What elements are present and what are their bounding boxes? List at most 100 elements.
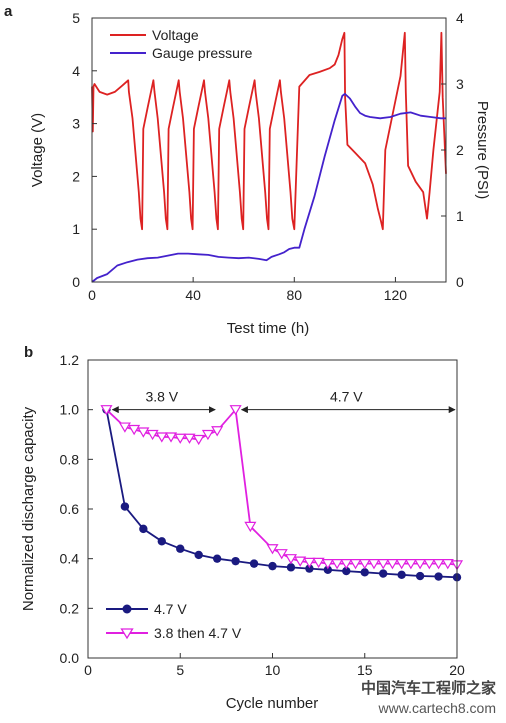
panel-a-y-axis-label: Voltage (V) [29, 113, 46, 187]
panel-b-y-tick-label: 0.8 [60, 451, 80, 467]
data-point-3-8-then-4-7-v [211, 426, 224, 437]
data-point-3-8-then-4-7-v [377, 559, 390, 570]
panel-a-ticks: 0 40 80 120 0 1 2 3 4 5 0 1 2 3 4 [72, 10, 464, 303]
watermark: 中国汽车工程师之家 www.cartech8.com [361, 679, 496, 716]
data-point-4-7-v [397, 570, 406, 580]
data-point-3-8-then-4-7-v [441, 559, 454, 570]
data-point-4-7-v [194, 550, 203, 560]
panel-b-y-tick-label: 0.0 [60, 650, 80, 666]
data-point-4-7-v [231, 556, 240, 566]
panel-a-y-tick-label: 0 [72, 274, 80, 290]
data-point-4-7-v [434, 572, 443, 581]
watermark-chinese-text: 中国汽车工程师之家 [361, 679, 496, 697]
panel-b-y-axis-label: Normalized discharge capacity [20, 406, 37, 611]
legend-marker-4-7v [122, 604, 132, 614]
data-point-4-7-v [268, 561, 277, 571]
data-point-3-8-then-4-7-v [432, 559, 445, 570]
data-point-3-8-then-4-7-v [100, 405, 113, 416]
panel-b-ticks: 0 5 10 15 20 0.0 0.2 0.4 0.6 0.8 1.0 1.2 [60, 352, 465, 678]
legend-marker-3-8-then-4-7v [120, 628, 134, 640]
panel-b-chart: b 0 5 10 15 20 0.0 0.2 0.4 0.6 0.8 1.0 1.2 3.8 V 4.7… [20, 344, 465, 712]
panel-a-y2-tick-label: 4 [456, 10, 464, 26]
series-line-gauge-pressure [91, 93, 446, 283]
panel-a-y-tick-label: 5 [72, 10, 80, 26]
panel-a-y2-tick-label: 2 [456, 142, 464, 158]
panel-b-x-tick-label: 5 [176, 662, 184, 678]
panel-b-y-tick-label: 1.2 [60, 352, 80, 368]
data-point-3-8-then-4-7-v [229, 405, 242, 416]
panel-a-y-tick-label: 1 [72, 221, 80, 237]
data-point-3-8-then-4-7-v [137, 427, 150, 438]
panel-a-label: a [4, 3, 13, 20]
data-point-3-8-then-4-7-v [201, 429, 214, 441]
data-point-4-7-v [286, 563, 296, 572]
legend-label-3-8-then-4-7v: 3.8 then 4.7 V [154, 625, 242, 641]
panel-a-x-tick-label: 0 [88, 287, 96, 303]
panel-a-y-tick-label: 4 [72, 63, 80, 79]
panel-a-chart: a 0 40 80 120 0 1 2 3 4 5 0 1 2 3 4 Test time (h) Volt… [4, 3, 491, 337]
annotation-label-3-8-v: 3.8 V [145, 389, 178, 405]
panel-a-y2-tick-label: 1 [456, 208, 464, 224]
panel-a-x-tick-label: 120 [384, 287, 408, 303]
panel-a-y2-axis-label: Pressure (PSI) [474, 101, 491, 199]
data-point-3-8-then-4-7-v [312, 557, 325, 569]
annotation-label-4-7-v: 4.7 V [330, 389, 363, 405]
panel-a-y-tick-label: 3 [72, 116, 80, 132]
panel-a-x-tick-label: 80 [286, 287, 302, 303]
panel-b-y-tick-label: 1.0 [60, 402, 80, 418]
series-line-voltage [91, 31, 447, 231]
watermark-url-text: www.cartech8.com [378, 700, 496, 716]
data-point-4-7-v [305, 564, 314, 573]
data-point-3-8-then-4-7-v [423, 559, 436, 570]
data-point-3-8-then-4-7-v [331, 559, 344, 570]
data-point-3-8-then-4-7-v [164, 432, 178, 443]
data-point-3-8-then-4-7-v [192, 434, 205, 446]
panel-b-plot-frame [87, 359, 458, 659]
panel-b-x-axis-label: Cycle number [226, 695, 319, 712]
data-point-4-7-v [342, 566, 351, 576]
data-point-4-7-v [379, 569, 388, 578]
panel-b-x-tick-label: 15 [357, 662, 373, 678]
panel-a-y2-tick-label: 3 [456, 76, 464, 92]
panel-b-series [100, 405, 464, 582]
data-point-3-8-then-4-7-v [321, 559, 334, 570]
data-point-3-8-then-4-7-v [349, 559, 362, 570]
data-point-4-7-v [249, 559, 259, 568]
data-point-3-8-then-4-7-v [358, 559, 371, 570]
data-point-3-8-then-4-7-v [284, 554, 297, 565]
data-point-3-8-then-4-7-v [266, 544, 279, 555]
data-point-4-7-v [139, 524, 148, 534]
panel-b-x-tick-label: 0 [84, 662, 92, 678]
panel-a-y2-tick-label: 0 [456, 274, 464, 290]
data-point-3-8-then-4-7-v [404, 559, 417, 570]
data-point-3-8-then-4-7-v [303, 557, 316, 569]
data-point-3-8-then-4-7-v [244, 521, 257, 533]
data-point-4-7-v [212, 554, 222, 563]
panel-a-legend: Voltage Gauge pressure [110, 27, 253, 61]
data-point-3-8-then-4-7-v [367, 559, 381, 570]
panel-b-annotations: 3.8 V 4.7 V [111, 389, 456, 414]
data-point-4-7-v [360, 568, 369, 577]
data-point-3-8-then-4-7-v [275, 549, 288, 560]
data-point-4-7-v [323, 565, 333, 575]
panel-b-y-tick-label: 0.2 [60, 600, 80, 616]
panel-b-y-tick-label: 0.6 [60, 501, 80, 517]
panel-b-y-tick-label: 0.4 [60, 551, 80, 567]
panel-a-y-tick-label: 2 [72, 168, 80, 184]
panel-a-x-tick-label: 40 [185, 287, 201, 303]
data-point-3-8-then-4-7-v [155, 432, 168, 443]
panel-b-x-tick-label: 10 [265, 662, 281, 678]
panel-b-label: b [24, 344, 33, 361]
data-point-3-8-then-4-7-v [128, 424, 141, 436]
data-point-3-8-then-4-7-v [174, 433, 187, 444]
panel-a-x-axis-label: Test time (h) [227, 320, 310, 337]
legend-label-voltage: Voltage [152, 27, 199, 43]
panel-b-legend: 4.7 V 3.8 then 4.7 V [106, 601, 242, 641]
data-point-3-8-then-4-7-v [386, 559, 399, 570]
data-point-4-7-v [176, 544, 185, 553]
data-point-3-8-then-4-7-v [294, 556, 307, 567]
data-point-3-8-then-4-7-v [146, 429, 159, 441]
data-point-3-8-then-4-7-v [414, 559, 427, 570]
data-point-3-8-then-4-7-v [118, 422, 131, 433]
